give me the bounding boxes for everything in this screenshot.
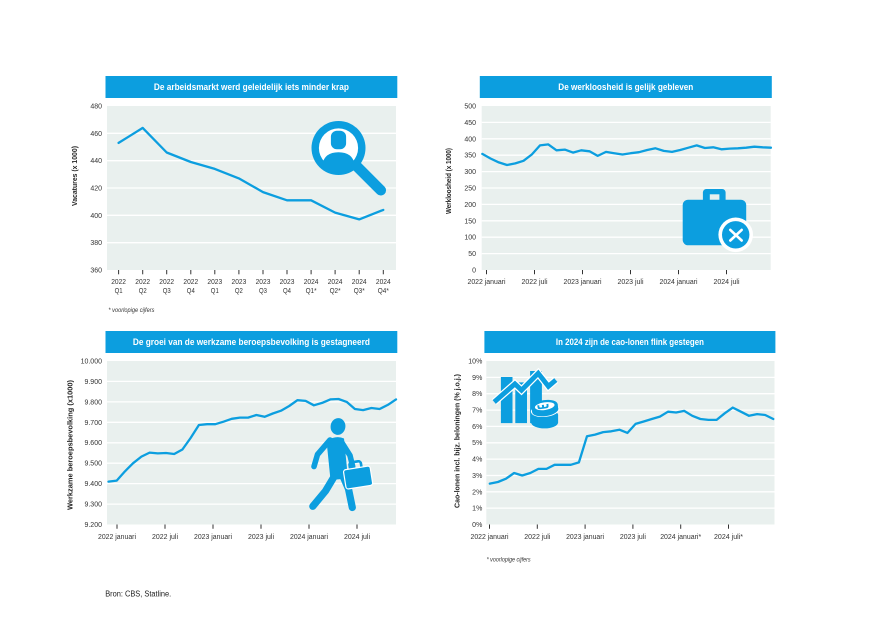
svg-text:380: 380 <box>90 240 102 247</box>
svg-text:Bron: CBS, Statline.: Bron: CBS, Statline. <box>105 590 171 599</box>
svg-text:50: 50 <box>468 251 476 258</box>
svg-text:2023 juli: 2023 juli <box>620 534 646 541</box>
svg-text:Q4: Q4 <box>283 288 291 295</box>
svg-text:2023: 2023 <box>280 279 295 286</box>
svg-text:9.400: 9.400 <box>84 481 102 488</box>
svg-text:0: 0 <box>472 268 476 275</box>
svg-text:Q4: Q4 <box>187 288 195 295</box>
svg-text:Cao-lonen incl. bijz. beloning: Cao-lonen incl. bijz. beloningen (% j.o.… <box>452 373 461 508</box>
svg-text:2022 januari: 2022 januari <box>98 534 136 541</box>
svg-text:* voorlopige cijfers: * voorlopige cijfers <box>487 557 532 564</box>
svg-text:1%: 1% <box>472 506 482 513</box>
svg-text:2024: 2024 <box>376 279 391 286</box>
svg-text:3%: 3% <box>472 473 482 480</box>
svg-text:Q1: Q1 <box>211 288 219 295</box>
svg-text:De groei van de werkzame beroe: De groei van de werkzame beroepsbevolkin… <box>133 337 370 348</box>
svg-text:10%: 10% <box>468 359 482 366</box>
svg-text:2022 juli: 2022 juli <box>524 534 550 541</box>
svg-text:* voorlopige cijfers: * voorlopige cijfers <box>108 307 155 314</box>
svg-text:9.800: 9.800 <box>84 399 102 406</box>
svg-text:Q4*: Q4* <box>378 288 389 295</box>
svg-text:2%: 2% <box>472 489 482 496</box>
svg-text:2024: 2024 <box>328 279 343 286</box>
svg-text:440: 440 <box>90 158 102 165</box>
svg-text:Q2: Q2 <box>139 288 147 295</box>
svg-text:9.500: 9.500 <box>84 461 102 468</box>
svg-text:2023 januari: 2023 januari <box>566 534 604 541</box>
svg-text:10.000: 10.000 <box>81 359 103 366</box>
svg-text:9.300: 9.300 <box>84 502 102 509</box>
svg-text:2023 januari: 2023 januari <box>194 534 232 541</box>
svg-text:300: 300 <box>464 169 476 176</box>
svg-text:De arbeidsmarkt werd geleideli: De arbeidsmarkt werd geleidelijk iets mi… <box>154 82 349 93</box>
svg-text:2022: 2022 <box>111 279 126 286</box>
svg-text:7%: 7% <box>472 408 482 415</box>
svg-text:2022: 2022 <box>159 279 174 286</box>
svg-text:9.700: 9.700 <box>84 420 102 427</box>
svg-text:2023 januari: 2023 januari <box>564 279 602 286</box>
svg-text:400: 400 <box>464 136 476 143</box>
svg-text:Vacatures (x 1000): Vacatures (x 1000) <box>70 146 79 206</box>
svg-text:460: 460 <box>90 131 102 138</box>
svg-text:5%: 5% <box>472 440 482 447</box>
svg-text:2024: 2024 <box>352 279 367 286</box>
svg-text:Werkloosheid (x 1000): Werkloosheid (x 1000) <box>444 148 453 214</box>
svg-text:2024 januari*: 2024 januari* <box>660 534 701 541</box>
svg-text:Q2: Q2 <box>235 288 243 295</box>
svg-text:2024 januari: 2024 januari <box>290 534 328 541</box>
svg-text:2022: 2022 <box>183 279 198 286</box>
svg-text:4%: 4% <box>472 457 482 464</box>
svg-text:360: 360 <box>90 268 102 275</box>
svg-text:2022: 2022 <box>135 279 150 286</box>
svg-text:420: 420 <box>90 186 102 193</box>
svg-text:Werkzame beroepsbevolking (x10: Werkzame beroepsbevolking (x1000) <box>66 379 75 510</box>
svg-text:9%: 9% <box>472 375 482 382</box>
svg-text:9.200: 9.200 <box>84 522 102 529</box>
svg-text:Q1: Q1 <box>115 288 123 295</box>
svg-text:2024 juli: 2024 juli <box>344 534 370 541</box>
svg-text:9.900: 9.900 <box>84 379 102 386</box>
svg-text:150: 150 <box>464 218 476 225</box>
svg-text:400: 400 <box>90 213 102 220</box>
svg-text:2024 juli*: 2024 juli* <box>714 534 743 541</box>
svg-text:2022 januari: 2022 januari <box>468 279 506 286</box>
svg-text:2022 juli: 2022 juli <box>522 279 548 286</box>
svg-text:De werkloosheid is gelijk gebl: De werkloosheid is gelijk gebleven <box>558 82 693 93</box>
svg-text:0%: 0% <box>472 522 482 529</box>
svg-text:Q1*: Q1* <box>306 288 317 295</box>
svg-text:2023: 2023 <box>232 279 247 286</box>
svg-text:2022 juli: 2022 juli <box>152 534 178 541</box>
svg-text:2023 juli: 2023 juli <box>618 279 644 286</box>
svg-text:500: 500 <box>464 104 476 111</box>
svg-text:250: 250 <box>464 186 476 193</box>
svg-text:350: 350 <box>464 153 476 160</box>
svg-text:2024: 2024 <box>304 279 319 286</box>
svg-text:Q2*: Q2* <box>330 288 341 295</box>
svg-text:Q3: Q3 <box>163 288 171 295</box>
svg-text:8%: 8% <box>472 391 482 398</box>
svg-text:2023: 2023 <box>256 279 271 286</box>
svg-text:480: 480 <box>90 104 102 111</box>
svg-text:9.600: 9.600 <box>84 440 102 447</box>
svg-text:2023: 2023 <box>207 279 222 286</box>
svg-text:Q3: Q3 <box>259 288 267 295</box>
svg-text:450: 450 <box>464 120 476 127</box>
svg-text:6%: 6% <box>472 424 482 431</box>
svg-text:2024 juli: 2024 juli <box>714 279 740 286</box>
svg-text:100: 100 <box>464 235 476 242</box>
svg-text:2023 juli: 2023 juli <box>248 534 274 541</box>
svg-text:200: 200 <box>464 202 476 209</box>
svg-text:2024 januari: 2024 januari <box>660 279 698 286</box>
svg-text:In 2024 zijn de cao-lonen flin: In 2024 zijn de cao-lonen flink gestegen <box>556 337 704 348</box>
svg-text:Q3*: Q3* <box>354 288 365 295</box>
svg-text:2022 januari: 2022 januari <box>471 534 509 541</box>
